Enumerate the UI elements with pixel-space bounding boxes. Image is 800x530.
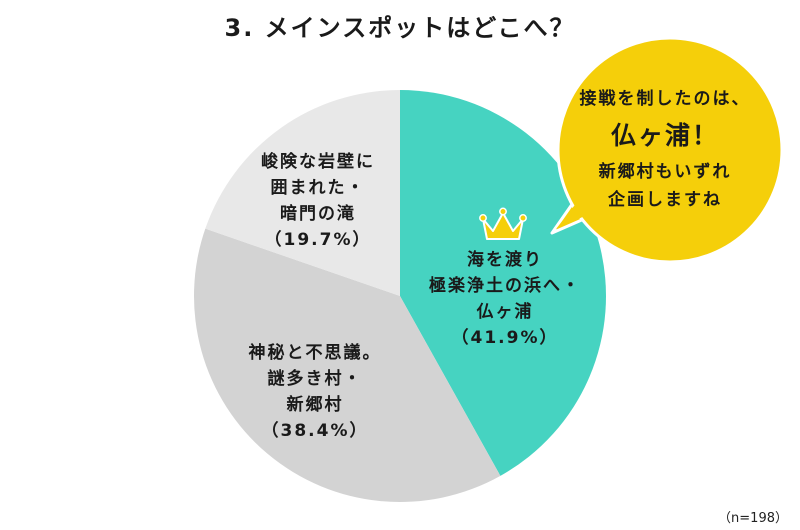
slice-label-hotokegaura: 海を渡り 極楽浄土の浜へ・ 仏ヶ浦 （41.9%） [405, 247, 605, 351]
label-line: 暗門の滝 [280, 204, 356, 224]
bubble-highlight: 仏ヶ浦！ [610, 121, 719, 150]
slice-hotokegaura [400, 90, 606, 476]
label-line: 神秘と不思議。 [248, 343, 382, 363]
label-line: 海を渡り [467, 250, 543, 270]
slice-label-anmon: 峻険な岩壁に 囲まれた・ 暗門の滝 （19.7%） [218, 149, 418, 253]
label-percent: （38.4%） [261, 421, 369, 441]
bubble-line: 新郷村もいずれ [598, 162, 732, 182]
sample-size: （n=198） [718, 511, 788, 526]
label-line: 仏ヶ浦 [476, 302, 534, 322]
crown-icon [479, 207, 527, 240]
label-line: 謎多き村・ [267, 369, 363, 389]
slice-anmon [205, 90, 400, 296]
bubble-text: 接戦を制したのは、 仏ヶ浦！ 新郷村もいずれ 企画しますね [560, 86, 770, 214]
slice-label-shingo: 神秘と不思議。 謎多き村・ 新郷村 （38.4%） [215, 340, 415, 444]
label-line: 新郷村 [286, 395, 344, 415]
bubble-line: 接戦を制したのは、 [579, 89, 751, 109]
slice-shingo [194, 228, 501, 502]
label-line: 囲まれた・ [270, 178, 366, 198]
label-line: 峻険な岩壁に [261, 152, 375, 172]
bubble-line: 企画しますね [608, 190, 722, 210]
chart-title: 3. メインスポットはどこへ？ [224, 14, 576, 42]
pie-slices [194, 90, 606, 502]
label-percent: （19.7%） [264, 230, 372, 250]
label-line: 極楽浄土の浜へ・ [429, 276, 581, 296]
label-percent: （41.9%） [451, 328, 559, 348]
speech-bubble [550, 36, 784, 264]
